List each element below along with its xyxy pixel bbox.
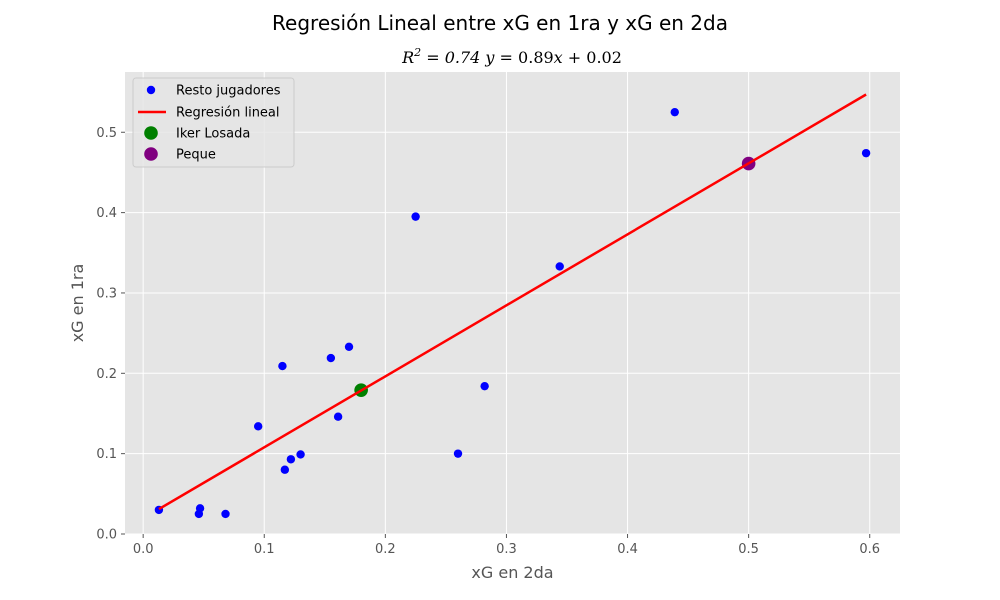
resto-jugadores-point (555, 262, 564, 271)
legend-label: Iker Losada (176, 127, 250, 142)
y-tick-label: 0.5 (96, 126, 117, 141)
resto-jugadores-point (861, 148, 871, 158)
legend-label: Peque (176, 148, 216, 163)
x-tick-label: 0.2 (375, 542, 396, 557)
resto-jugadores-point (280, 465, 290, 474)
resto-jugadores-point (480, 381, 489, 391)
chart-title: Regresión Lineal entre xG en 1ra y xG en… (272, 11, 728, 35)
resto-jugadores-point (286, 455, 296, 464)
resto-jugadores-point (333, 412, 343, 421)
legend-frame (132, 77, 295, 168)
regression-line (158, 93, 867, 511)
y-tick-label: 0.4 (96, 206, 117, 221)
x-axis-label: xG en 2da (471, 563, 553, 582)
y-tick-label: 0.1 (96, 447, 117, 462)
resto-jugadores-point (411, 212, 420, 221)
resto-jugadores-point (278, 361, 287, 371)
resto-jugadores-point (344, 342, 354, 351)
resto-jugadores-point (195, 504, 205, 513)
x-tick-label: 0.6 (859, 542, 880, 557)
legend-label: Resto jugadores (176, 84, 281, 99)
resto-jugadores-point (221, 509, 230, 519)
axis-ticks: 0.0 0.1 0.2 0.3 0.4 0.5 0.6 0.0 0.1 0.2 0.3 0.4 0.5 (96, 126, 880, 557)
resto-jugadores-point (326, 353, 336, 363)
legend-marker (146, 85, 156, 95)
x-tick-label: 0.4 (617, 542, 638, 557)
x-tick-label: 0.1 (254, 542, 275, 557)
x-tick-label: 0.3 (496, 542, 517, 557)
resto-jugadores-point (453, 449, 463, 458)
resto-jugadores-point (670, 107, 679, 117)
regression-line-layer (158, 93, 867, 511)
legend-marker (144, 126, 158, 140)
y-tick-label: 0.0 (96, 528, 117, 543)
y-tick-label: 0.2 (96, 367, 117, 382)
y-tick-label: 0.3 (96, 286, 117, 301)
legend: Resto jugadores Regresión lineal Iker Losa… (132, 77, 295, 168)
resto-jugadores-point (296, 450, 305, 459)
legend-marker (144, 147, 158, 161)
x-tick-label: 0.0 (133, 542, 154, 557)
y-axis-label: xG en 1ra (68, 264, 87, 343)
x-tick-label: 0.5 (738, 542, 759, 557)
resto-jugadores-point (254, 422, 263, 431)
legend-label: Regresión lineal (176, 106, 280, 121)
chart-subtitle: R2 = 0.74 y = 0.89x + 0.02 (401, 46, 622, 67)
